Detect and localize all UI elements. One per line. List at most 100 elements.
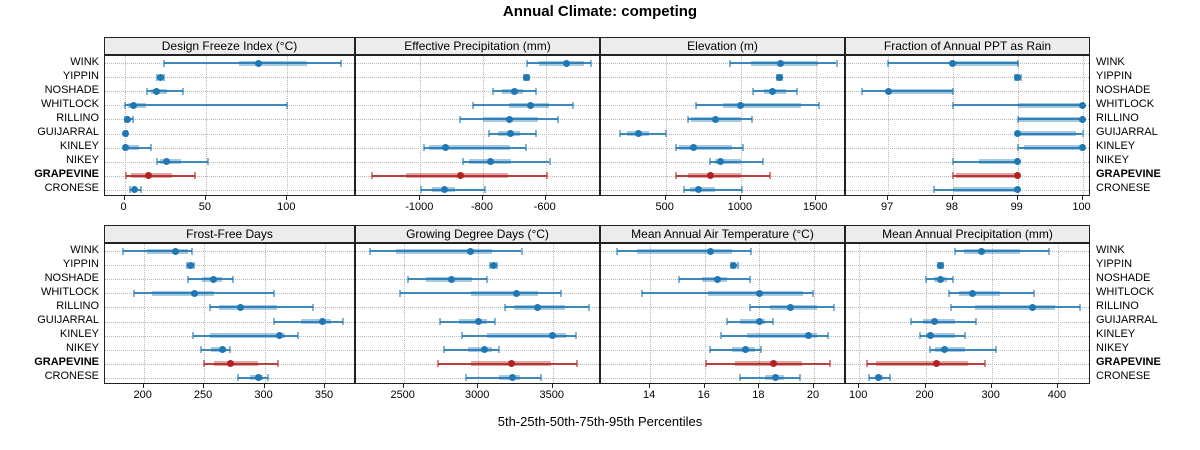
axis-tick-label: 0 [120, 201, 127, 213]
whisker-cap [571, 101, 574, 109]
median-dot [474, 318, 482, 325]
grid-line-h [601, 133, 844, 135]
percentile-whisker [210, 306, 313, 309]
median-dot [130, 186, 138, 194]
whisker-cap [438, 318, 441, 325]
percentile-band [211, 347, 226, 353]
percentile-band [1024, 145, 1083, 151]
axis-tick [123, 196, 125, 200]
percentile-band [952, 60, 1018, 66]
whisker-cap [748, 275, 751, 283]
whisker-cap [206, 158, 209, 166]
whisker-cap [524, 144, 527, 152]
grid-line-v [704, 244, 706, 383]
site-label: NIKEY [65, 154, 99, 167]
axis-tick-label: 97 [880, 201, 894, 213]
grid-line-v [1057, 244, 1059, 383]
median-dot [527, 101, 535, 109]
grid-line-h [105, 175, 354, 177]
grid-line-v [814, 244, 815, 383]
whisker-cap [736, 261, 739, 269]
strip-header: Fraction of Annual PPT as Rain [845, 37, 1090, 55]
axis-tick-label: 1000 [727, 201, 753, 213]
whisker-cap [398, 289, 401, 297]
whisker-cap [193, 172, 196, 180]
site-label: WHITLOCK [1096, 285, 1155, 298]
percentile-band [160, 159, 182, 165]
grid-line-h [846, 377, 1089, 379]
whisker-cap [297, 332, 300, 340]
whisker-cap [868, 374, 871, 382]
median-dot [456, 172, 464, 180]
percentile-whisker [620, 132, 666, 135]
whisker-cap [539, 374, 542, 382]
site-label: NOSHADE [1096, 271, 1151, 284]
axis-tick-label: 100 [849, 389, 868, 401]
percentile-band [636, 248, 733, 254]
median-dot [171, 247, 179, 255]
whisker-cap [407, 275, 410, 283]
whisker-cap [276, 360, 279, 368]
percentile-band [689, 187, 716, 193]
site-label: GRAPEVINE [34, 356, 99, 369]
median-dot [512, 289, 520, 297]
percentile-band [213, 361, 259, 367]
axis-tick [1056, 384, 1058, 388]
percentile-whisker [463, 160, 550, 163]
median-dot [969, 289, 976, 297]
median-dot [509, 374, 516, 382]
median-dot [736, 101, 744, 109]
axis-tick [739, 196, 741, 200]
percentile-whisker [204, 362, 278, 365]
whisker-cap [951, 275, 954, 283]
whisker-cap [342, 318, 345, 325]
grid-line-h [846, 119, 1089, 121]
whisker-cap [125, 172, 128, 180]
site-label: YIPPIN [1096, 69, 1133, 82]
median-dot [694, 186, 702, 194]
median-dot [441, 144, 449, 152]
percentile-whisker [710, 160, 763, 163]
site-label: GUIJARRAL [1096, 314, 1158, 327]
grid-line-v [483, 56, 484, 195]
median-dot [742, 346, 750, 354]
whisker-cap [951, 172, 954, 180]
axis-tick-label: 300 [254, 389, 273, 401]
grid-line-h [846, 147, 1089, 149]
whisker-cap [273, 289, 276, 297]
median-dot [1079, 101, 1086, 109]
percentile-whisker [238, 376, 269, 379]
axis-tick-label: 2500 [390, 389, 415, 401]
percentile-whisker [952, 174, 1018, 177]
whisker-cap [483, 186, 486, 194]
strip-label: Frost-Free Days [186, 227, 273, 241]
median-dot [936, 275, 944, 283]
grid-line-v [740, 56, 742, 195]
median-dot [772, 374, 780, 382]
whisker-cap [949, 303, 952, 311]
whisker-cap [1033, 289, 1035, 297]
grid-line-h [356, 91, 599, 93]
axis-tick-label: 98 [945, 201, 959, 213]
axis-tick-label: 200 [133, 389, 152, 401]
whisker-cap [616, 247, 619, 255]
axis-tick [815, 196, 817, 200]
whisker-cap [150, 144, 153, 152]
median-dot [776, 59, 784, 67]
whisker-cap [286, 101, 289, 109]
whisker-cap [559, 289, 562, 297]
whisker-cap [182, 87, 185, 95]
median-dot [729, 261, 737, 269]
median-dot [523, 73, 531, 81]
whisker-cap [861, 87, 864, 95]
percentile-whisker [125, 104, 288, 107]
whisker-cap [590, 59, 593, 67]
whisker-cap [1016, 115, 1019, 123]
percentile-whisker [134, 292, 275, 295]
whisker-cap [761, 158, 764, 166]
grid-line-v [545, 56, 547, 195]
grid-line-h [105, 377, 354, 379]
whisker-cap [677, 275, 680, 283]
strip-label: Effective Precipitation (mm) [404, 39, 551, 53]
median-dot [690, 144, 697, 152]
